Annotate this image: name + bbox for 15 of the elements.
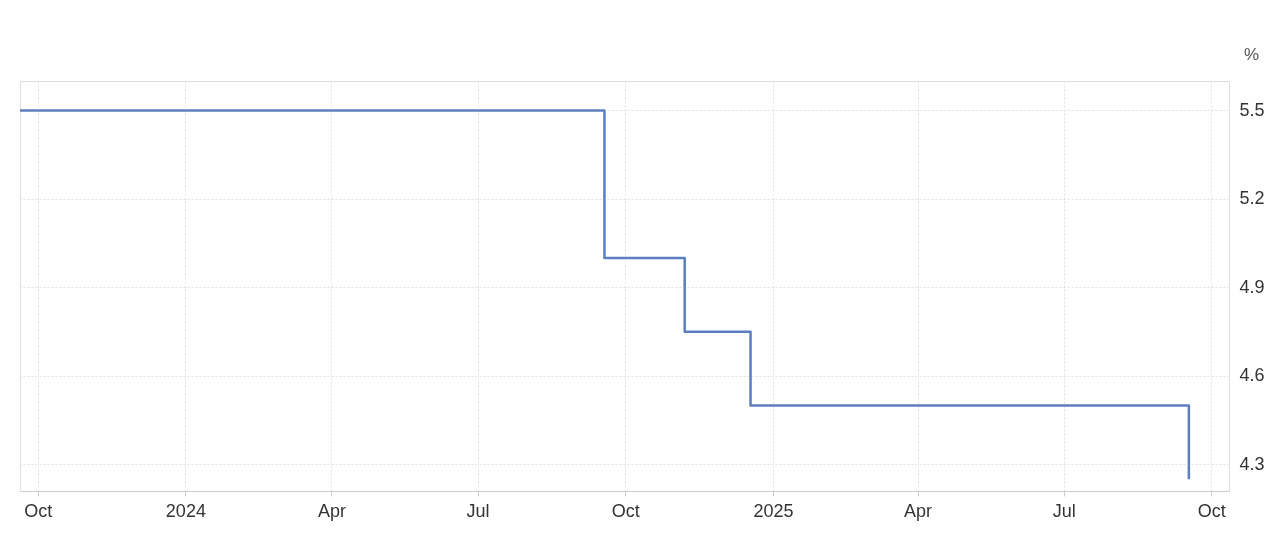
x-tick-label: Oct [24, 500, 53, 521]
x-tick-label: 2024 [165, 500, 206, 521]
x-tick-label: Jul [1052, 500, 1076, 521]
x-tick-label: Apr [904, 500, 933, 521]
x-tick-label: 2025 [753, 500, 794, 521]
x-tick-label: Apr [317, 500, 346, 521]
x-tick-label: Oct [611, 500, 640, 521]
y-tick-label: 4.9 [1239, 276, 1265, 297]
y-tick-label: 5.5 [1239, 100, 1265, 120]
x-tick-label: Oct [1197, 500, 1226, 521]
y-tick-label: 4.6 [1239, 365, 1265, 386]
x-tick-label: Jul [466, 500, 490, 521]
y-tick-label: 5.2 [1239, 188, 1265, 209]
y-axis-title: % [1243, 44, 1260, 64]
y-tick-label: 4.3 [1239, 453, 1265, 474]
